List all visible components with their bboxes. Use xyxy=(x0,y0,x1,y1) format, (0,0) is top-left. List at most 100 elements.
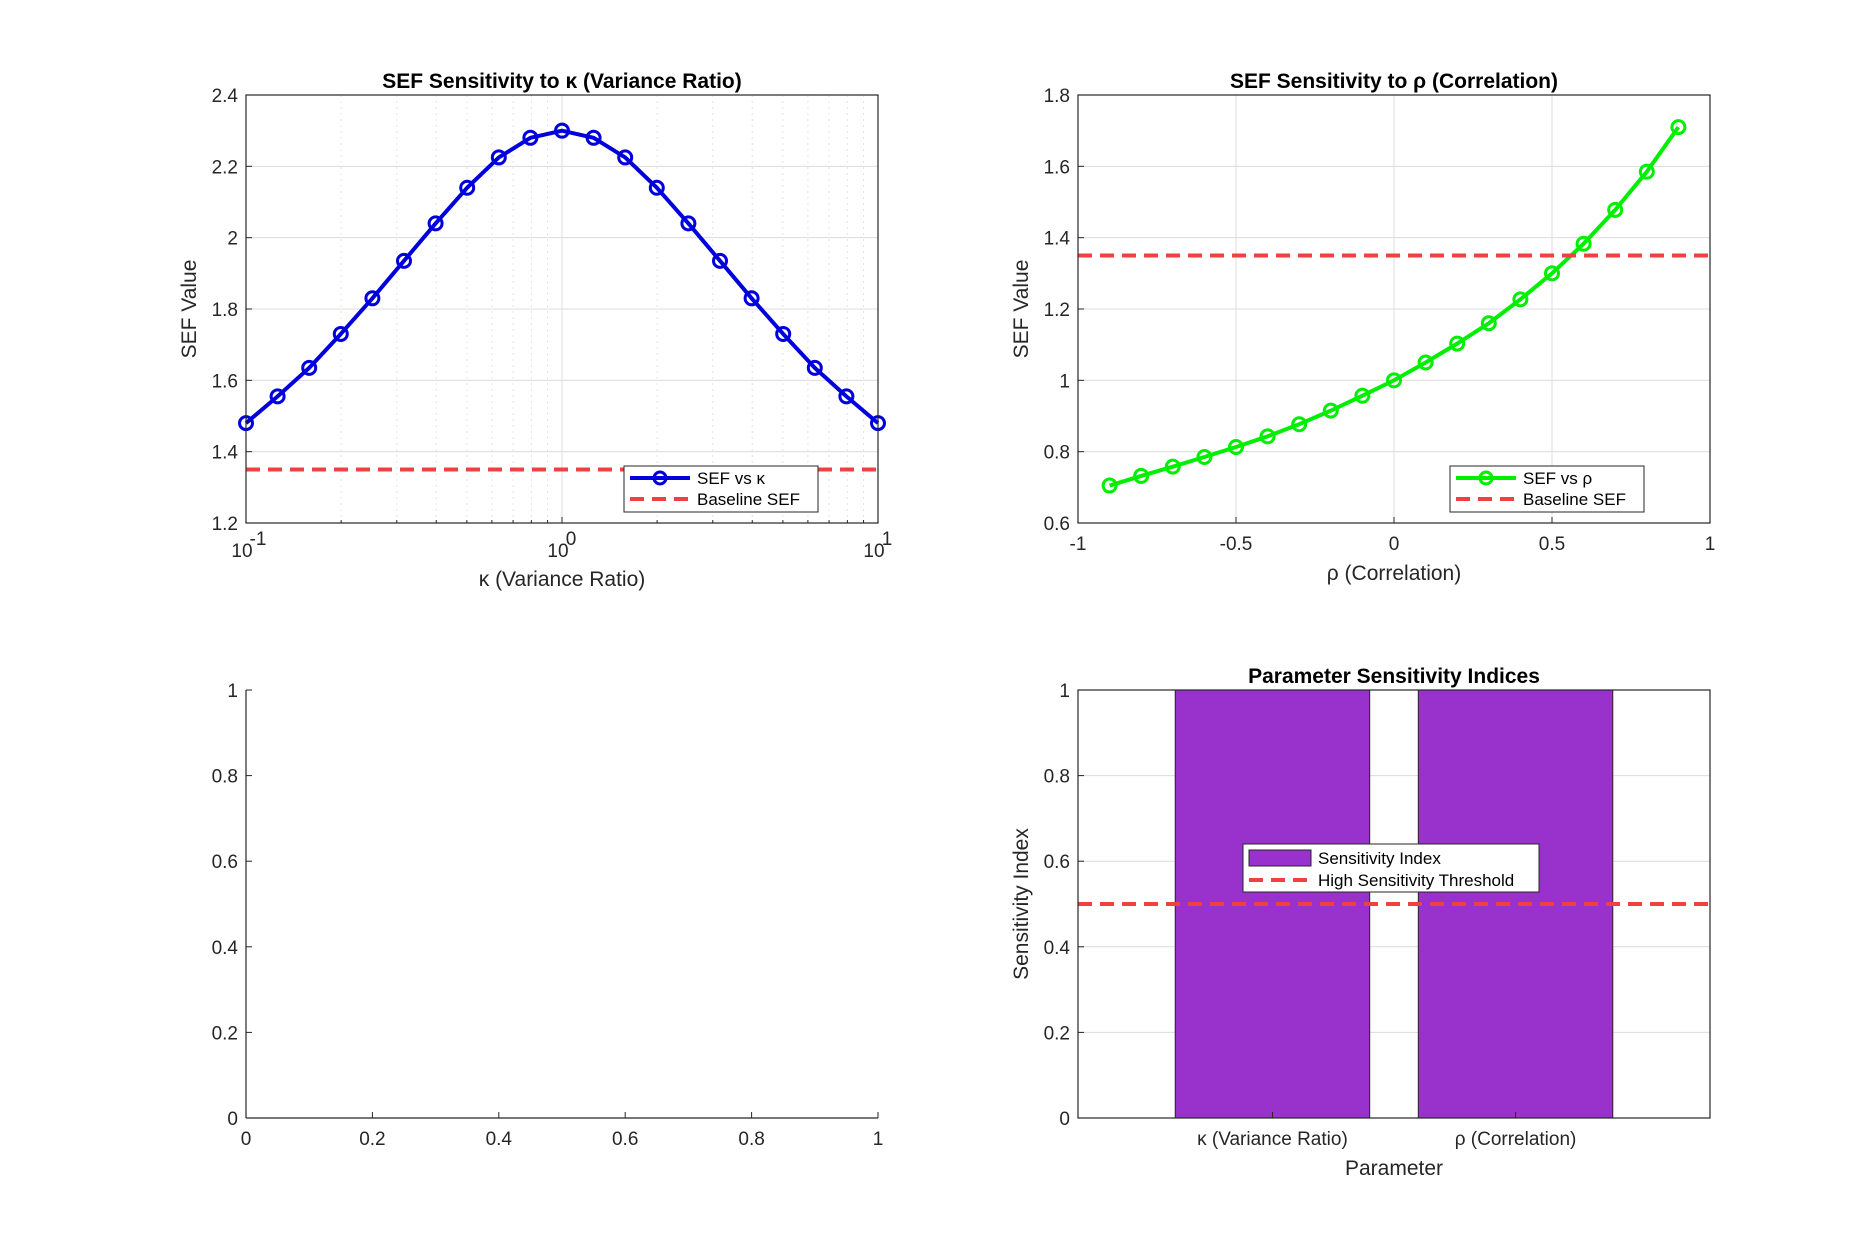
legend: SEF vs κ Baseline SEF xyxy=(623,465,819,513)
data-point xyxy=(1101,477,1118,494)
y-tick-label: 0 xyxy=(227,1109,238,1130)
legend: SEF vs ρ Baseline SEF xyxy=(1449,465,1645,513)
x-tick-label: ρ (Correlation) xyxy=(1455,1129,1577,1150)
legend-entry-label: Baseline SEF xyxy=(1523,490,1626,509)
x-tick-label: 0 xyxy=(1389,534,1400,555)
data-point xyxy=(522,129,539,146)
y-tick-label: 0.6 xyxy=(1044,514,1070,535)
legend: Sensitivity Index High Sensitivity Thres… xyxy=(1242,843,1540,893)
y-tick-label: 1.6 xyxy=(212,371,238,392)
y-tick-label: 1 xyxy=(1059,681,1070,702)
y-tick-label: 1 xyxy=(1059,371,1070,392)
x-tick-label: 10 xyxy=(547,541,568,562)
y-tick-label: 1 xyxy=(227,681,238,702)
data-point xyxy=(1670,119,1687,136)
x-axis-label: ρ (Correlation) xyxy=(1327,562,1461,585)
x-tick-label: 1 xyxy=(1705,534,1716,555)
data-point xyxy=(269,388,286,405)
data-point xyxy=(1259,428,1276,445)
legend-box xyxy=(1242,843,1540,893)
legend-marker-sef-kappa xyxy=(652,470,668,486)
x-tick-label: 0.8 xyxy=(738,1129,764,1150)
sensitivity-indices-panel: 0 0.2 0.4 0.6 0.8 1 κ (Variance Ratio) ρ (Corre… xyxy=(1010,665,1711,1180)
legend-entry-label: SEF vs κ xyxy=(697,469,766,488)
legend-entry-label: High Sensitivity Threshold xyxy=(1318,871,1514,890)
x-tick-label: 0.5 xyxy=(1539,534,1565,555)
y-tick-label: 0.2 xyxy=(212,1023,238,1044)
y-tick-label: 0.6 xyxy=(1044,852,1070,873)
y-tick-label: 0.4 xyxy=(212,938,239,959)
empty-axes-panel: 0 0.2 0.4 0.6 0.8 1 0 0.2 0.4 0.6 0.8 1 xyxy=(212,681,884,1150)
data-point xyxy=(301,359,318,376)
data-point xyxy=(490,149,507,166)
data-point xyxy=(617,149,634,166)
y-tick-label: 0.2 xyxy=(1044,1023,1070,1044)
y-tick-label: 0.8 xyxy=(1044,767,1070,788)
chart-title: SEF Sensitivity to κ (Variance Ratio) xyxy=(382,70,741,93)
axes-frame xyxy=(1077,689,1711,1119)
data-point xyxy=(554,122,570,139)
bar xyxy=(1174,689,1371,1119)
data-point xyxy=(775,325,792,342)
x-axis-label: κ (Variance Ratio) xyxy=(479,568,646,591)
x-tick-label: 1 xyxy=(873,1129,884,1150)
legend-entry-label: Sensitivity Index xyxy=(1318,849,1441,868)
y-tick-label: 0.6 xyxy=(212,852,238,873)
y-tick-label: 1.4 xyxy=(1044,229,1071,250)
data-point xyxy=(1544,265,1560,282)
y-tick-label: 2.2 xyxy=(212,157,238,178)
y-tick-label: 1.4 xyxy=(212,443,239,464)
data-point xyxy=(712,252,729,269)
y-tick-label: 1.6 xyxy=(1044,157,1070,178)
data-point xyxy=(1322,402,1339,419)
x-tick-label: 10 xyxy=(863,541,884,562)
data-point xyxy=(1607,201,1624,218)
data-point xyxy=(1164,458,1181,475)
data-point xyxy=(743,290,760,307)
rho-sensitivity-panel: 0.6 0.8 1 1.2 1.4 1.6 1.8 -1 -0.5 0 0.5 1 SEF Sensi… xyxy=(1010,70,1715,585)
data-point xyxy=(1417,354,1434,371)
data-point xyxy=(364,290,381,307)
legend-entry-label: Baseline SEF xyxy=(697,490,800,509)
data-point xyxy=(648,179,665,196)
plot-area xyxy=(246,690,878,1118)
y-tick-label: 0.8 xyxy=(1044,443,1070,464)
y-tick-label: 1.8 xyxy=(212,300,238,321)
x-tick-label: 0 xyxy=(241,1129,252,1150)
y-axis-label: Sensitivity Index xyxy=(1010,828,1033,980)
x-tick-label: 0.2 xyxy=(359,1129,385,1150)
x-tick-label: 0.4 xyxy=(486,1129,513,1150)
legend-marker-sef-rho xyxy=(1478,470,1494,486)
series-line xyxy=(1109,125,1681,488)
data-point xyxy=(680,215,697,232)
x-tick-label: κ (Variance Ratio) xyxy=(1197,1129,1348,1150)
x-tick-label: -0.5 xyxy=(1220,534,1253,555)
y-tick-label: 2 xyxy=(227,229,238,250)
data-point xyxy=(1449,335,1466,352)
data-point xyxy=(838,388,855,405)
data-point xyxy=(585,129,602,146)
data-point xyxy=(1512,291,1529,308)
data-point xyxy=(459,179,476,196)
data-point xyxy=(1480,315,1497,332)
data-point xyxy=(1228,439,1244,456)
data-point xyxy=(1386,372,1402,389)
y-tick-label: 1.2 xyxy=(212,514,238,535)
data-point xyxy=(1291,416,1308,433)
data-point xyxy=(1638,163,1655,180)
series-line xyxy=(244,128,880,425)
y-axis-label: SEF Value xyxy=(178,260,201,359)
chart-title: Parameter Sensitivity Indices xyxy=(1248,665,1540,688)
x-tick-label: 0.6 xyxy=(612,1129,638,1150)
x-tick-exponent: 0 xyxy=(566,529,577,550)
x-tick-exponent: 1 xyxy=(882,529,893,550)
data-point xyxy=(806,359,823,376)
y-tick-label: 0 xyxy=(1059,1109,1070,1130)
data-point xyxy=(427,215,444,232)
data-point xyxy=(1196,449,1213,466)
chart-title: SEF Sensitivity to ρ (Correlation) xyxy=(1230,70,1558,93)
legend-swatch-sensitivity-index xyxy=(1248,849,1312,867)
x-tick-label: 10 xyxy=(231,541,252,562)
x-tick-exponent: -1 xyxy=(250,529,267,550)
